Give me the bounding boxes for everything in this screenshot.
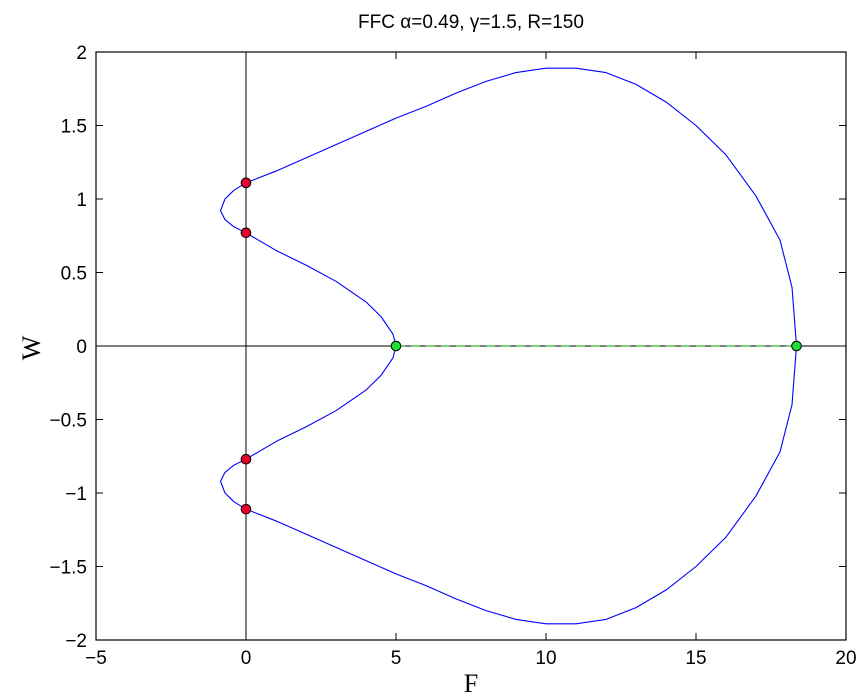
x-tick-label: 5 — [391, 648, 402, 669]
x-axis-label: F — [464, 669, 478, 698]
chart-title: FFC α=0.49, γ=1.5, R=150 — [358, 12, 584, 33]
data-point-marker — [240, 453, 252, 465]
data-point-marker — [390, 340, 402, 352]
x-tick-label: 10 — [535, 648, 556, 669]
data-point-marker — [240, 227, 252, 239]
plot-content — [96, 52, 846, 640]
y-axis-label: W — [17, 335, 46, 360]
y-tick-label: −1 — [65, 484, 87, 505]
data-point-marker — [240, 503, 252, 515]
plot-area — [96, 52, 846, 640]
y-tick-label: 0.5 — [61, 264, 87, 285]
y-tick-label: −1.5 — [49, 558, 87, 579]
y-tick-label: 2 — [76, 43, 87, 64]
y-tick-label: 0 — [76, 337, 87, 358]
x-tick-label: 20 — [835, 648, 856, 669]
y-tick-label: −2 — [65, 631, 87, 652]
plot-frame — [95, 51, 847, 641]
data-point-marker — [240, 177, 252, 189]
y-tick-label: 1 — [76, 190, 87, 211]
y-tick-label: 1.5 — [61, 117, 87, 138]
y-tick-label: −0.5 — [49, 411, 87, 432]
x-tick-label: 0 — [241, 648, 252, 669]
axis-ticks: −5 0 5 10 15 20 −2 −1.5 −1 −0.5 0 0.5 1 1.5 2 — [49, 43, 856, 669]
x-tick-label: −5 — [85, 648, 107, 669]
x-tick-label: 15 — [685, 648, 706, 669]
data-point-marker — [791, 340, 802, 352]
